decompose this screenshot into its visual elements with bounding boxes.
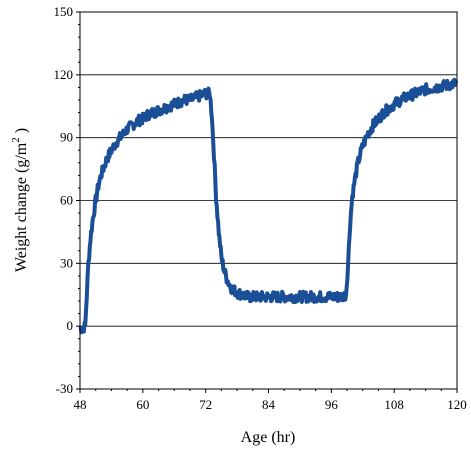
grid-layer bbox=[80, 74, 457, 327]
x-axis-title: Age (hr) bbox=[241, 429, 296, 446]
y-axis-title-close: ) bbox=[13, 128, 30, 137]
x-tick-label-6: 120 bbox=[447, 397, 467, 412]
y-axis-title-main: Weight change (g/m bbox=[13, 142, 30, 272]
x-tick-label-0: 48 bbox=[74, 397, 87, 412]
y-tick-label-6: 150 bbox=[54, 4, 74, 19]
tick-layer: -30 0 30 60 90 120 150 48 60 72 84 96 108 120 bbox=[54, 4, 467, 412]
y-axis-title-superscript: 2 bbox=[10, 137, 22, 143]
x-tick-label-4: 96 bbox=[325, 397, 339, 412]
series-line-0 bbox=[78, 77, 459, 335]
y-axis-title: Weight change (g/m2 ) bbox=[10, 128, 30, 272]
y-tick-label-3: 60 bbox=[60, 193, 73, 208]
x-tick-label-1: 60 bbox=[136, 397, 149, 412]
x-tick-label-3: 84 bbox=[262, 397, 276, 412]
y-tick-label-4: 90 bbox=[60, 130, 73, 145]
y-tick-label-5: 120 bbox=[54, 67, 74, 82]
y-tick-label-0: -30 bbox=[56, 381, 73, 396]
x-tick-label-2: 72 bbox=[199, 397, 212, 412]
series-layer bbox=[78, 77, 459, 335]
y-tick-label-1: 0 bbox=[67, 318, 74, 333]
y-tick-label-2: 30 bbox=[60, 255, 73, 270]
x-tick-label-5: 108 bbox=[384, 397, 404, 412]
